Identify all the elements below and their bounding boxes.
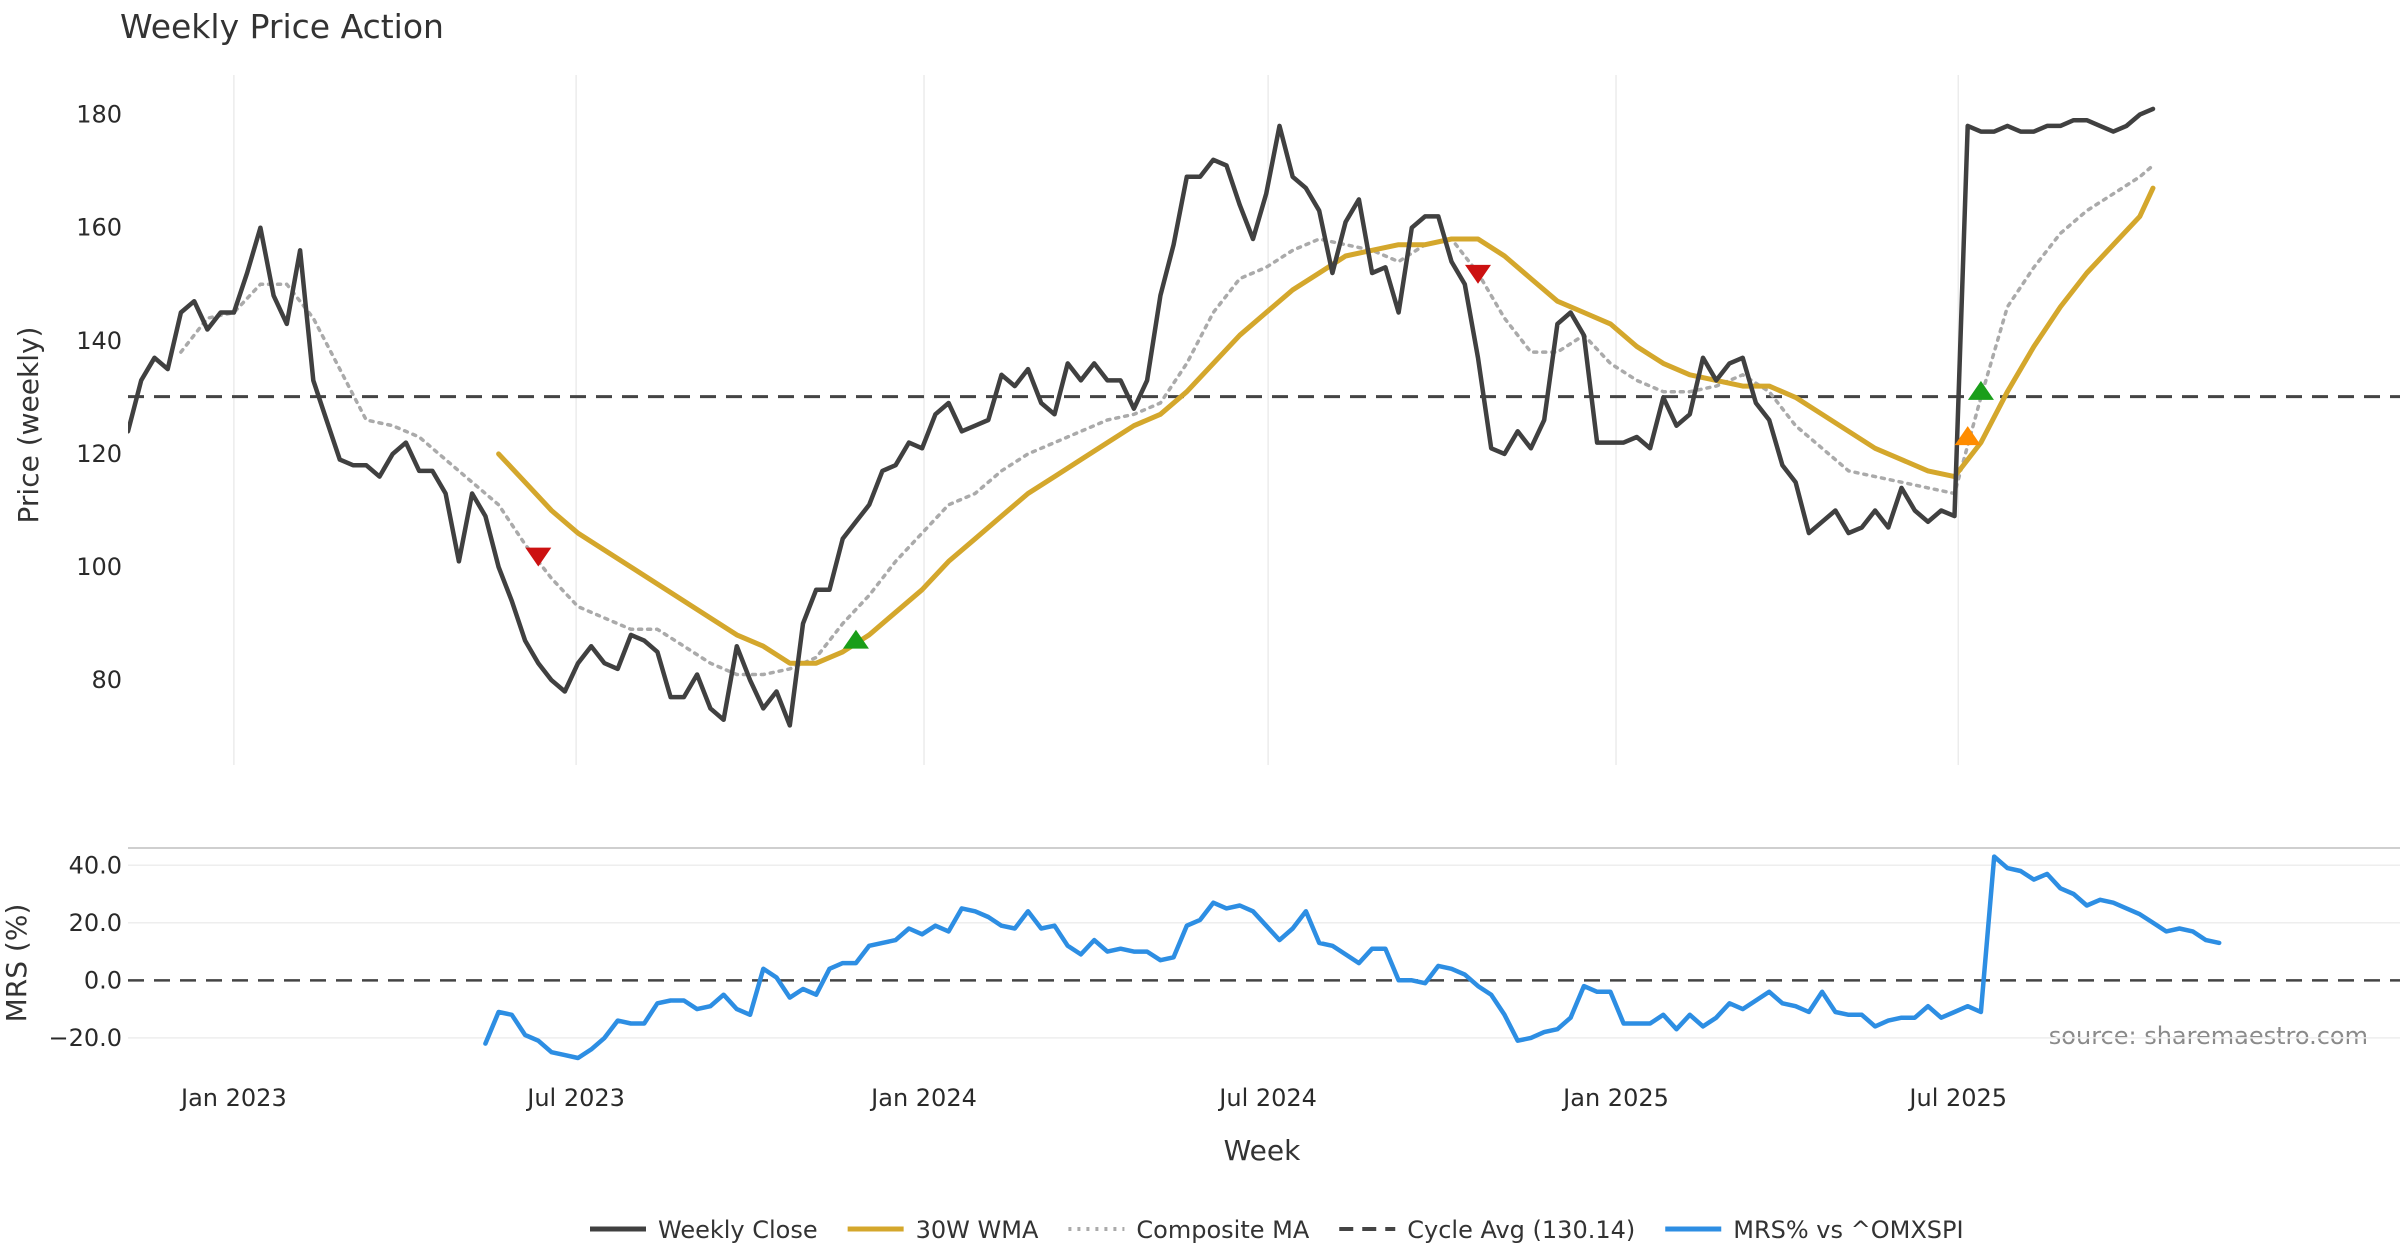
weekly-close-line (128, 106, 2156, 728)
wma-line (496, 185, 2156, 666)
x-tick-label: Jan 2023 (179, 1084, 287, 1112)
plot-area: 80 100 120 140 160 180 40.0 20.0 0.0 −20.0 Jan 202… (48, 75, 2400, 1112)
buy-signal-marker (1954, 426, 1981, 446)
x-tick-label: Jul 2023 (525, 1084, 625, 1112)
price-tick-label: 80 (91, 666, 122, 694)
legend-label-cycle: Cycle Avg (130.14) (1407, 1216, 1635, 1244)
legend-label-composite: Composite MA (1136, 1216, 1309, 1244)
legend-label-mrs: MRS% vs ^OMXSPI (1733, 1216, 1963, 1244)
mrs-tick-label: 40.0 (69, 851, 122, 879)
price-axis-title: Price (weekly) (12, 327, 45, 524)
buy-signal-marker (1967, 380, 1994, 400)
buy-signal-marker (842, 629, 869, 649)
composite-ma-line (179, 163, 2155, 677)
price-tick-label: 100 (76, 553, 122, 581)
chart-title: Weekly Price Action (120, 7, 444, 46)
mrs-line (483, 854, 2222, 1061)
x-tick-label: Jan 2024 (869, 1084, 977, 1112)
x-tick-label: Jul 2024 (1217, 1084, 1317, 1112)
price-tick-label: 120 (76, 440, 122, 468)
legend-label-wma: 30W WMA (916, 1216, 1039, 1244)
mrs-tick-label: 0.0 (84, 966, 122, 994)
sell-signal-marker (1465, 264, 1491, 284)
sell-signal-marker (525, 547, 552, 567)
chart-legend: Weekly Close 30W WMA Composite MA Cycle Avg… (590, 1216, 1964, 1244)
source-note: source: sharemaestro.com (2049, 1022, 2368, 1050)
price-tick-label: 140 (76, 327, 122, 355)
mrs-tick-label: 20.0 (69, 909, 122, 937)
x-tick-label: Jan 2025 (1561, 1084, 1669, 1112)
x-tick-label: Jul 2025 (1907, 1084, 2007, 1112)
price-tick-label: 180 (76, 101, 122, 129)
price-tick-label: 160 (76, 214, 122, 242)
legend-label-close: Weekly Close (658, 1216, 818, 1244)
mrs-tick-label: −20.0 (48, 1024, 122, 1052)
mrs-axis-title: MRS (%) (0, 904, 33, 1023)
x-axis-title: Week (1224, 1134, 1301, 1167)
